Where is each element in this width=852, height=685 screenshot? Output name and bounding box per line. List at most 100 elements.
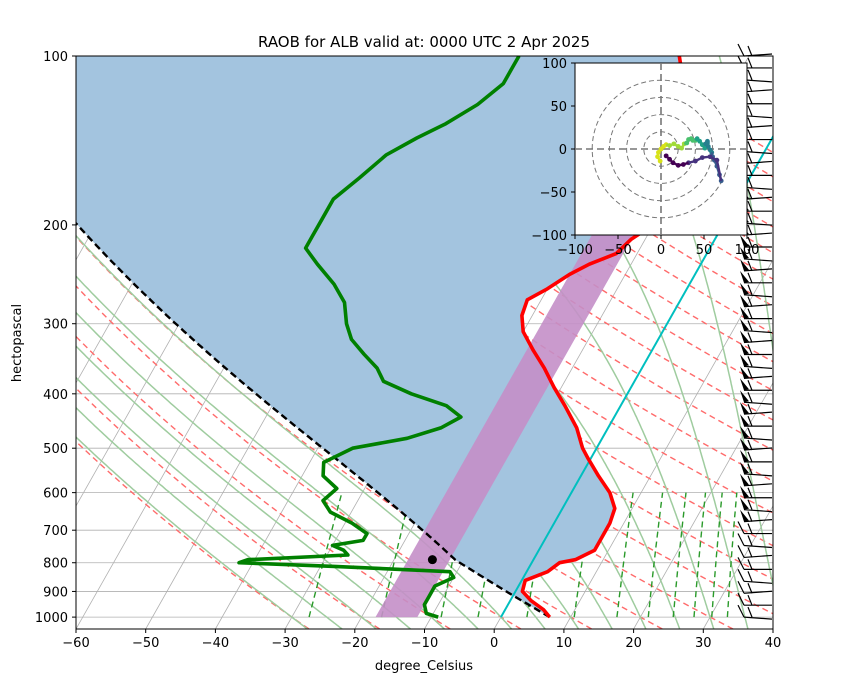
hodograph-segment [660,145,665,150]
wind-barb [737,545,773,559]
hodograph-segment [704,142,710,148]
wind-barb [737,533,773,549]
isotherm-line [0,56,52,629]
hodograph-segment [678,163,684,167]
hodograph-segment [709,155,718,162]
hodograph-x-tick-label: −50 [604,243,631,258]
hodograph-segment [657,148,662,154]
hodograph-x-tick-label: −100 [557,243,593,258]
hodograph-segment [669,142,675,147]
hodograph-segment [656,156,662,162]
chart-title: RAOB for ALB valid at: 0000 UTC 2 Apr 20… [258,33,590,51]
hodograph-segment [677,145,683,150]
x-tick-label: −20 [341,636,368,651]
x-tick-label: 10 [556,636,573,651]
wind-barb [737,580,773,594]
hodograph-segment [688,137,692,141]
hodograph-segment [688,159,696,164]
hodograph-x-tick-label: 0 [657,243,665,258]
hodograph-segment [656,152,660,157]
x-tick-label: −50 [132,636,159,651]
y-axis-label: hectopascal [10,304,25,382]
cin-shading [76,56,708,618]
mixing-ratio-line [711,492,723,618]
wind-barb [740,497,773,513]
x-axis-label: degree_Celsius [375,659,473,674]
mixing-ratio-line [616,492,634,618]
hodograph-segment [665,155,671,161]
hodograph-y-tick-label: 0 [559,143,567,158]
dry-adiabat-line [622,56,773,154]
moist-adiabat-line [76,376,378,629]
isotherm-line [563,258,773,629]
hodograph-segment [665,143,670,147]
wind-barb [740,306,772,320]
wind-barb [740,473,773,487]
hodograph-segment [698,140,704,146]
lcl-marker [427,555,437,565]
wind-barb [740,235,772,248]
wind-barb [740,378,772,391]
parcel-profile-line [76,221,551,619]
hodograph-segment [672,161,679,167]
mixing-ratio-line [672,492,687,618]
wind-barb [740,330,773,344]
hodograph-segment [710,152,714,157]
wind-barb [740,449,772,463]
wind-barb [737,592,772,606]
mixing-ratio-line [380,492,412,618]
y-tick-label: 900 [43,585,68,600]
hodograph-y-tick-label: −100 [531,229,567,244]
wind-barb [740,414,772,427]
x-tick-label: 40 [765,636,782,651]
isotherm-line [633,382,773,629]
dry-adiabat-line [76,335,451,629]
hodograph-segment [694,156,703,163]
wind-barb [737,604,773,620]
moist-adiabat-line [453,56,749,629]
x-tick-label: 30 [695,636,712,651]
hodograph-segment [696,137,701,143]
wind-barb [737,43,773,57]
y-tick-label: 200 [43,219,68,234]
wind-barb [740,270,772,284]
wind-barb [740,509,773,523]
y-tick-label: 700 [43,524,68,539]
dewpoint-line [237,56,521,619]
wind-barb [740,318,773,334]
shaded-regions [76,56,708,618]
moist-adiabat-line [76,234,513,629]
moist-adiabat-line [313,56,715,629]
hodograph-y-tick-label: −50 [540,186,567,201]
wind-barb [740,246,773,262]
wind-barb [740,282,773,298]
moist-adiabat-line [76,406,344,629]
moist-adiabat-line [76,436,309,629]
hodograph-segment [668,158,674,164]
hodograph-segment [707,145,712,151]
wind-barb [740,258,773,272]
wind-barb [740,426,773,441]
moist-adiabat-line [607,56,773,589]
y-tick-label: 400 [43,388,68,403]
x-tick-label: 0 [490,636,498,651]
hodograph-segment [694,137,698,142]
wind-barbs [737,43,773,620]
wind-barb [740,390,773,405]
freezing-line [500,134,773,618]
x-tick-label: −10 [411,636,438,651]
hodograph-segment [704,140,709,145]
hodograph-segment [690,137,694,142]
moist-adiabat-line [718,56,773,356]
moist-adiabat-line [76,275,480,629]
x-tick-label: −30 [271,636,298,651]
axes: −60 −50 −40 −30 −20 −10 0 10 20 30 401002003004005… [35,50,781,651]
y-tick-label: 800 [43,557,68,572]
dry-adiabat-line [76,285,522,629]
moist-adiabat-line [76,345,412,629]
isotherm-line [843,56,852,629]
mixing-ratio-line [693,492,707,618]
mixing-ratio-line [726,492,738,618]
hodograph-y-tick-label: 100 [542,57,567,72]
x-tick-label: 20 [625,636,642,651]
